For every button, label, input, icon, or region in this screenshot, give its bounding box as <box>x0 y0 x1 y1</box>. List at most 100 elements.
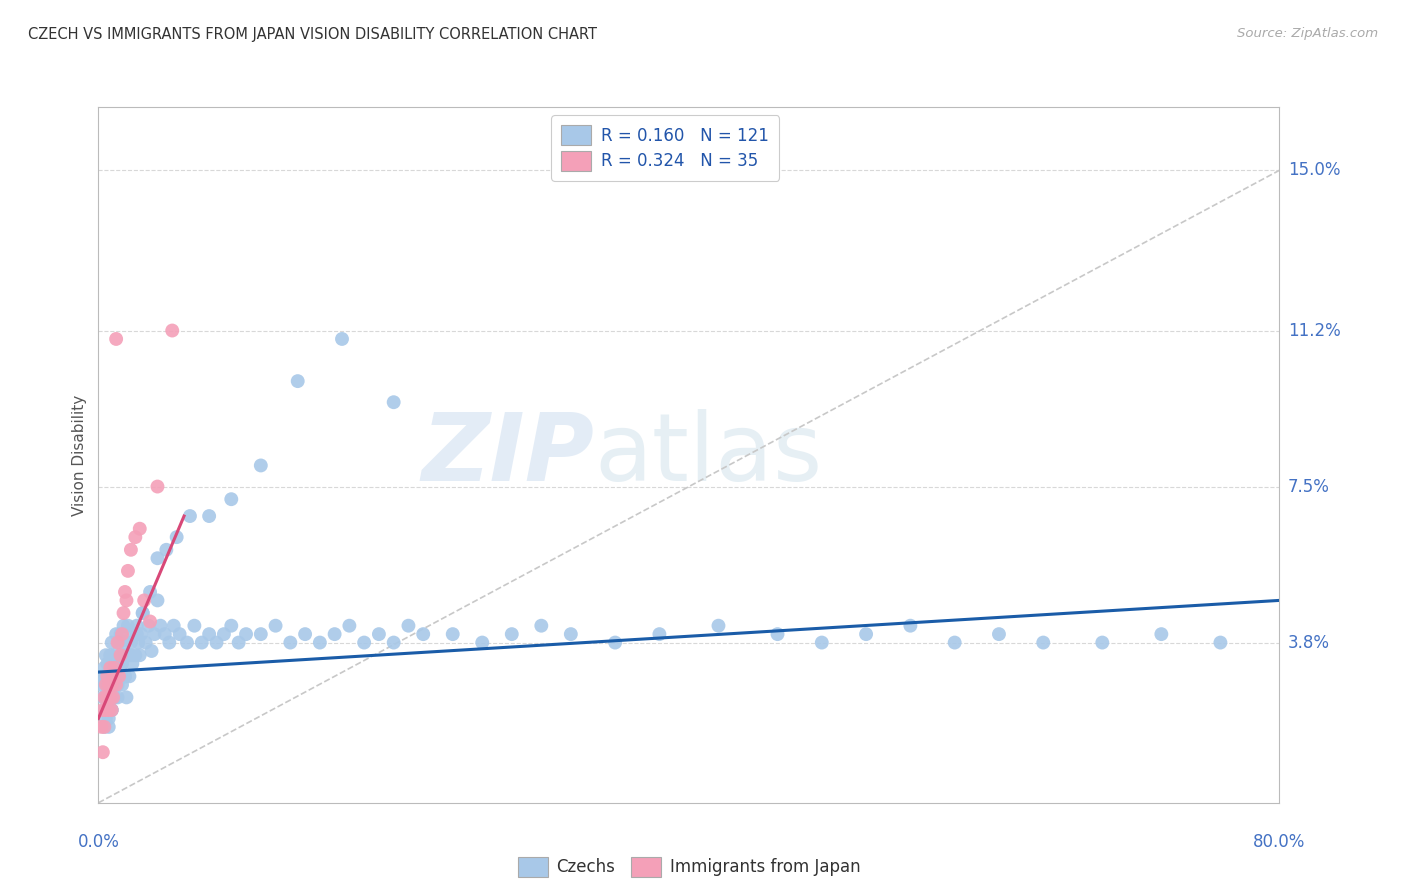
Point <box>97 703 120 717</box>
Point <box>157 635 180 649</box>
Point <box>100 703 122 717</box>
Point <box>330 332 353 346</box>
Point <box>91 690 114 705</box>
Point <box>94 703 117 717</box>
Point <box>530 618 553 632</box>
Text: CZECH VS IMMIGRANTS FROM JAPAN VISION DISABILITY CORRELATION CHART: CZECH VS IMMIGRANTS FROM JAPAN VISION DI… <box>28 27 598 42</box>
Point <box>100 678 122 692</box>
Point <box>900 618 922 632</box>
Point <box>179 509 201 524</box>
Point <box>97 711 120 725</box>
Point <box>117 648 139 663</box>
Text: 15.0%: 15.0% <box>1288 161 1340 179</box>
Point <box>287 374 309 388</box>
Point <box>93 690 115 705</box>
Point <box>212 627 235 641</box>
Point <box>94 678 117 692</box>
Point <box>103 690 125 705</box>
Point <box>96 678 118 692</box>
Point <box>707 618 730 632</box>
Point <box>309 635 332 649</box>
Text: 11.2%: 11.2% <box>1288 321 1340 340</box>
Point <box>104 648 127 663</box>
Point <box>146 551 169 566</box>
Point <box>108 661 131 675</box>
Point <box>97 678 120 692</box>
Point <box>648 627 671 641</box>
Point <box>96 690 118 705</box>
Point <box>114 669 136 683</box>
Point <box>198 627 221 641</box>
Point <box>471 635 494 649</box>
Text: 7.5%: 7.5% <box>1288 477 1330 496</box>
Point <box>114 635 136 649</box>
Point <box>125 627 148 641</box>
Point <box>139 585 162 599</box>
Point <box>163 618 186 632</box>
Text: Source: ZipAtlas.com: Source: ZipAtlas.com <box>1237 27 1378 40</box>
Point <box>987 627 1010 641</box>
Point <box>183 618 205 632</box>
Point <box>1032 635 1054 649</box>
Point <box>91 703 114 717</box>
Point <box>100 635 122 649</box>
Point <box>90 720 112 734</box>
Point <box>96 657 118 671</box>
Point <box>122 627 145 641</box>
Point <box>132 606 155 620</box>
Y-axis label: Vision Disability: Vision Disability <box>72 394 87 516</box>
Point <box>97 669 120 683</box>
Point <box>91 745 114 759</box>
Point <box>105 332 128 346</box>
Point <box>250 627 273 641</box>
Point <box>117 564 139 578</box>
Point <box>103 669 125 683</box>
Point <box>94 669 117 683</box>
Point <box>111 627 134 641</box>
Point <box>146 479 169 493</box>
Point <box>278 635 302 649</box>
Point <box>141 644 163 658</box>
Point <box>94 690 117 705</box>
Point <box>134 593 156 607</box>
Point <box>155 542 177 557</box>
Point <box>219 492 242 507</box>
Text: ZIP: ZIP <box>422 409 595 501</box>
Point <box>605 635 627 649</box>
Point <box>104 690 127 705</box>
Point <box>100 669 122 683</box>
Point <box>110 661 132 675</box>
Point <box>560 627 582 641</box>
Point <box>337 618 360 632</box>
Point <box>127 635 149 649</box>
Point <box>139 615 162 629</box>
Point <box>112 618 135 632</box>
Point <box>128 648 150 663</box>
Point <box>149 618 172 632</box>
Point <box>105 657 128 671</box>
Point <box>110 669 132 683</box>
Point <box>1209 635 1232 649</box>
Point <box>766 627 789 641</box>
Point <box>191 635 214 649</box>
Point <box>368 627 391 641</box>
Point <box>121 657 143 671</box>
Point <box>228 635 250 649</box>
Point <box>107 635 129 649</box>
Point <box>412 627 434 641</box>
Point <box>1091 635 1114 649</box>
Point <box>98 690 121 705</box>
Point <box>98 678 121 692</box>
Point <box>219 618 242 632</box>
Point <box>501 627 523 641</box>
Point <box>125 618 148 632</box>
Point <box>441 627 464 641</box>
Point <box>91 669 114 683</box>
Text: 80.0%: 80.0% <box>1253 833 1306 851</box>
Point <box>105 678 128 692</box>
Point <box>855 627 877 641</box>
Point <box>138 618 160 632</box>
Point <box>135 635 157 649</box>
Point <box>382 635 405 649</box>
Point <box>93 720 115 734</box>
